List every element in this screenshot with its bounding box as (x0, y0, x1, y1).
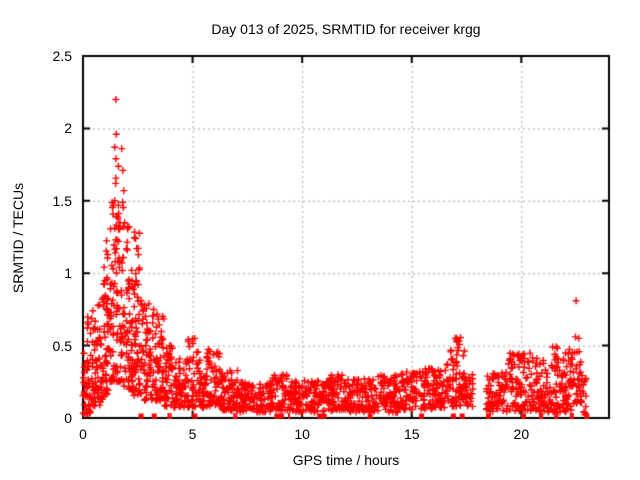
y-tick-label: 2 (64, 120, 72, 137)
y-tick-label: 1 (64, 265, 72, 282)
x-axis-label: GPS time / hours (292, 452, 400, 468)
x-tick-label: 10 (294, 426, 310, 442)
y-tick-label: 2.5 (52, 48, 72, 64)
y-axis-label: SRMTID / TECUs (10, 182, 26, 294)
x-tick-label: 20 (513, 426, 530, 442)
y-tick-label: 0 (64, 410, 72, 426)
y-tick-label: 1.5 (52, 192, 72, 209)
y-tick-label: 0.5 (52, 337, 72, 354)
x-tick-label: 5 (188, 426, 197, 442)
x-tick-label: 0 (79, 426, 87, 442)
x-tick-label: 15 (403, 426, 420, 442)
chart-title: Day 013 of 2025, SRMTID for receiver krg… (211, 21, 481, 37)
